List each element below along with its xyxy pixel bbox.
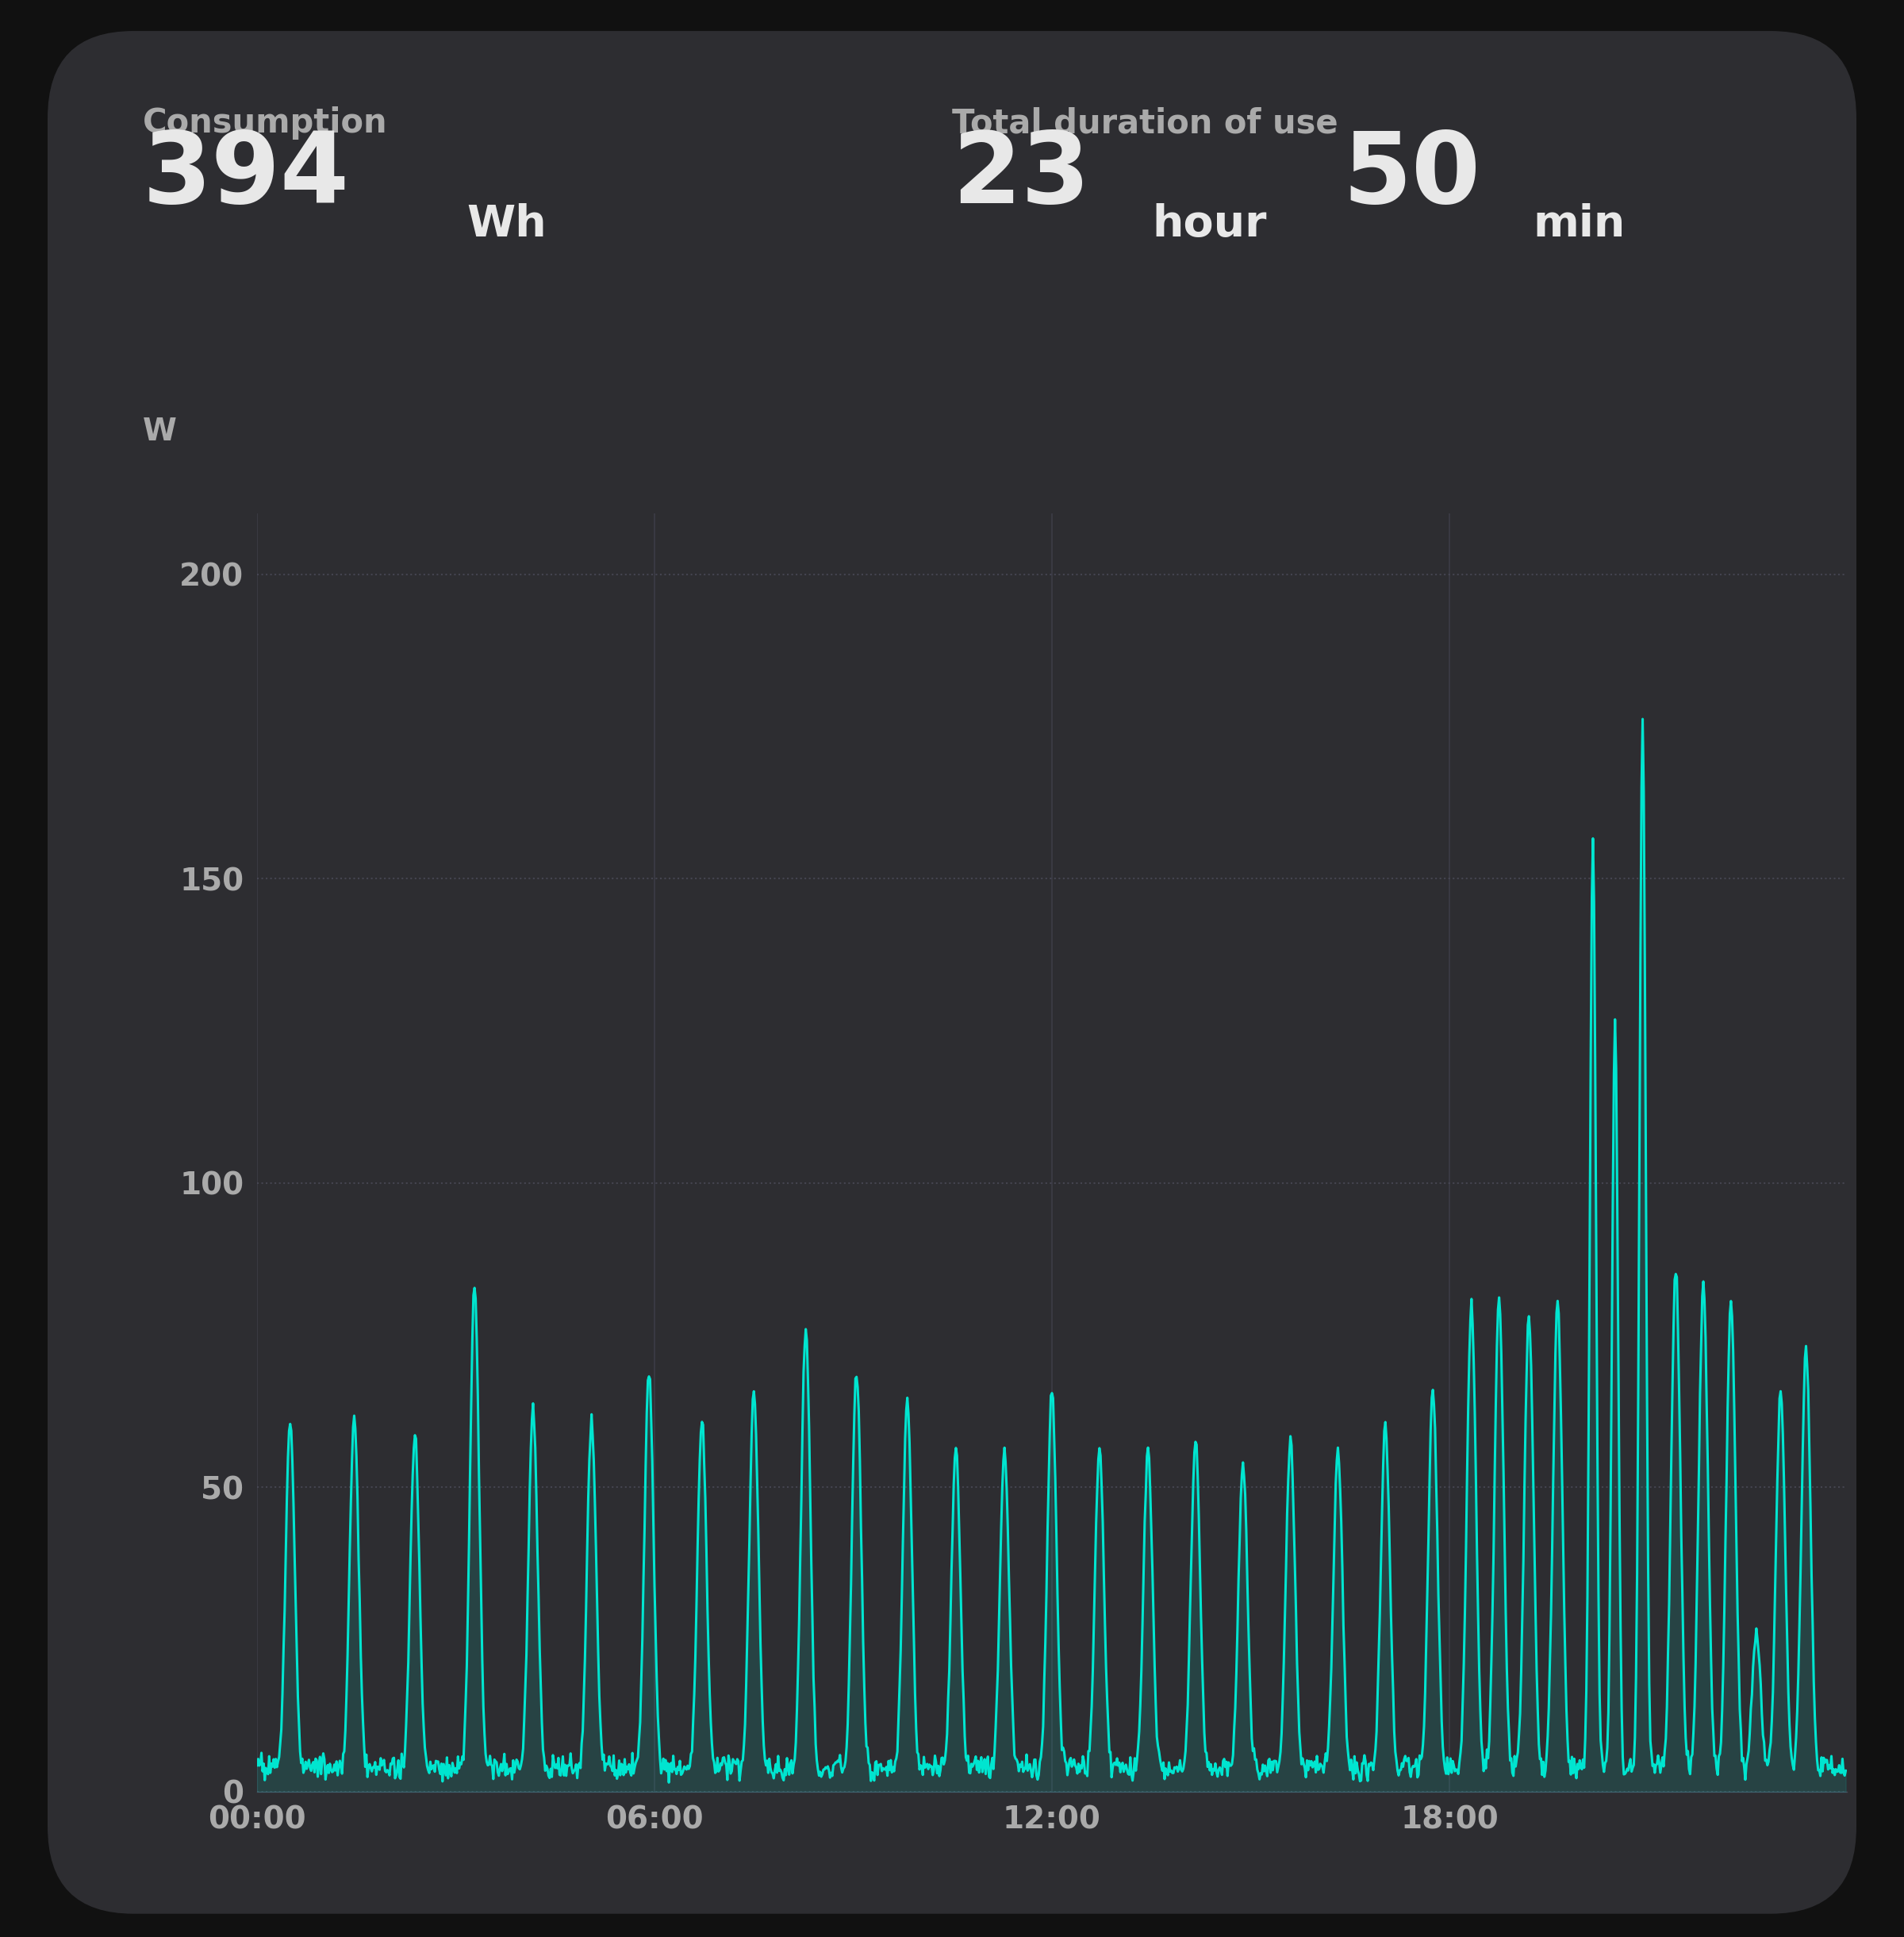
FancyBboxPatch shape — [48, 31, 1856, 1914]
Text: min: min — [1533, 203, 1624, 246]
Text: W: W — [143, 416, 177, 447]
Text: 50: 50 — [1342, 128, 1481, 225]
Text: Consumption: Consumption — [143, 107, 388, 139]
Text: Wh: Wh — [466, 203, 546, 246]
Text: 23: 23 — [952, 128, 1089, 225]
Text: hour: hour — [1152, 203, 1266, 246]
Text: Total duration of use: Total duration of use — [952, 107, 1339, 139]
Text: 394: 394 — [143, 128, 350, 225]
